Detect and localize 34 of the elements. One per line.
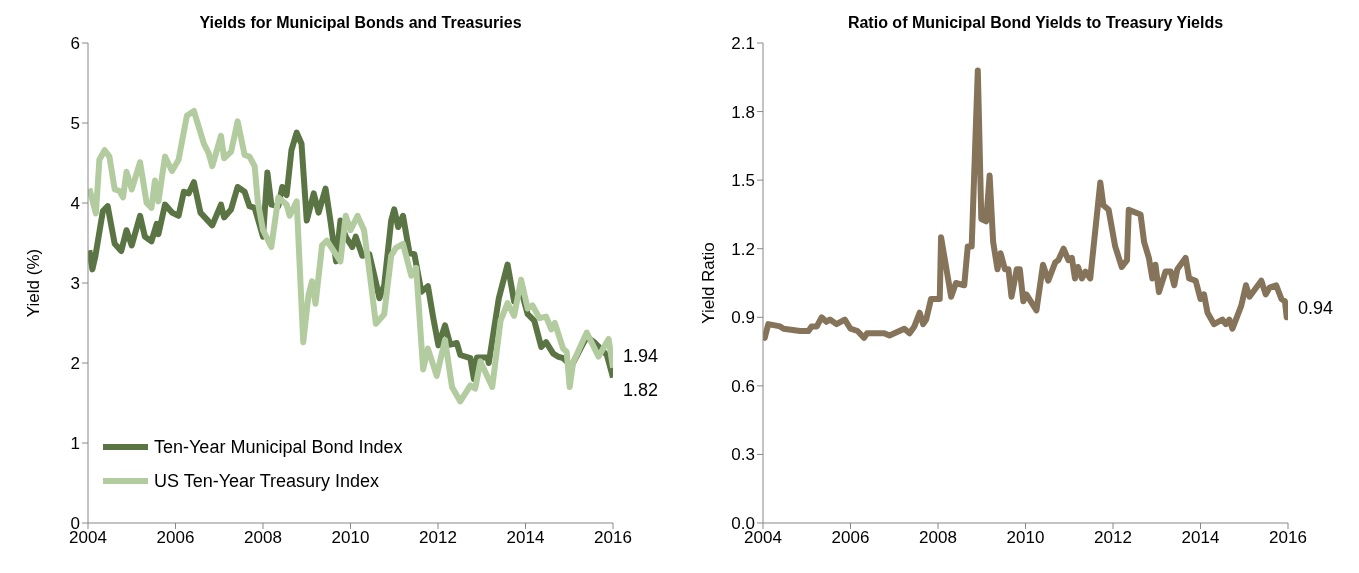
y-tick-label: 1.5 <box>731 171 755 191</box>
y-tick-label: 0.3 <box>731 445 755 465</box>
chart-title: Ratio of Municipal Bond Yields to Treasury Yields <box>846 14 1225 32</box>
legend-label: US Ten-Year Treasury Index <box>154 470 380 493</box>
x-tick-label: 2014 <box>506 528 545 548</box>
y-tick-label: 2 <box>70 354 80 374</box>
y-tick-label: 1.8 <box>731 102 755 122</box>
y-tick-label: 2.1 <box>731 34 755 54</box>
x-tick-label: 2012 <box>419 528 457 548</box>
y-tick-label: 0.9 <box>731 308 755 328</box>
x-tick-label: 2008 <box>919 528 957 548</box>
x-tick-label: 2016 <box>594 528 632 548</box>
data-label: 0.94 <box>1298 298 1334 319</box>
x-tick-label: 2010 <box>1006 528 1045 548</box>
x-tick-label: 2012 <box>1094 528 1132 548</box>
x-tick-label: 2006 <box>156 528 195 548</box>
y-tick-label: 0.6 <box>731 376 755 396</box>
y-tick-label: 3 <box>70 274 80 294</box>
y-tick-label: 1 <box>70 434 80 454</box>
y-tick-label: 5 <box>70 114 80 134</box>
chart-title: Yields for Municipal Bonds and Treasuries <box>198 14 523 32</box>
y-axis-title: Yield Ratio <box>699 242 719 324</box>
x-tick-label: 2008 <box>244 528 282 548</box>
y-tick-label: 4 <box>70 194 80 214</box>
data-label: 1.94 <box>623 346 659 367</box>
y-tick-label: 6 <box>70 34 80 54</box>
x-tick-label: 2014 <box>1181 528 1220 548</box>
y-axis-title: Yield (%) <box>24 248 44 318</box>
x-tick-label: 2010 <box>331 528 370 548</box>
legend-label: Ten-Year Municipal Bond Index <box>154 436 403 459</box>
x-tick-label: 2016 <box>1269 528 1307 548</box>
y-tick-label: 1.2 <box>731 239 755 259</box>
x-tick-label: 2006 <box>831 528 870 548</box>
data-label: 1.82 <box>623 379 659 400</box>
